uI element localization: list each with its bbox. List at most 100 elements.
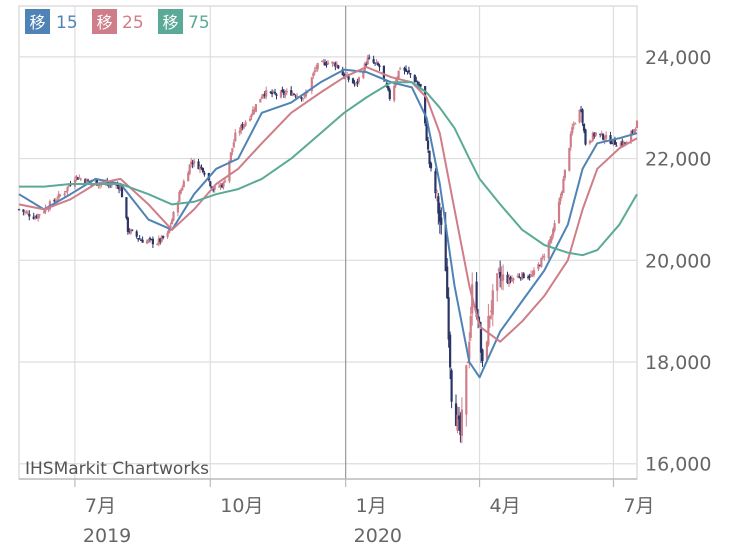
candle-body — [406, 70, 409, 72]
candle-body — [562, 178, 565, 193]
candle-body — [605, 135, 608, 139]
candle-body — [624, 142, 627, 144]
ma-line — [18, 68, 638, 379]
y-tick-label: 18,000 — [645, 352, 711, 374]
candle-body — [434, 171, 437, 194]
candle-body — [187, 172, 190, 182]
candle-body — [602, 133, 605, 140]
candle-body — [543, 256, 546, 258]
candle-body — [625, 141, 628, 144]
candle-body — [435, 191, 438, 193]
y-tick-label: 20,000 — [645, 250, 711, 272]
candle-body — [312, 73, 315, 77]
candle-body — [507, 277, 511, 285]
candle-body — [190, 161, 193, 164]
x-tick-year-label: 2020 — [354, 525, 402, 547]
gridlines — [19, 6, 637, 479]
moving-average-lines — [18, 66, 638, 379]
candle-body — [169, 225, 172, 228]
candle-body — [571, 127, 574, 134]
candle-body — [135, 231, 138, 237]
candle-body — [213, 185, 216, 190]
candle-body — [137, 238, 140, 240]
candle-body — [150, 239, 153, 241]
candle-body — [250, 114, 253, 118]
candle-body — [603, 139, 606, 141]
candle-body — [488, 315, 491, 320]
candle-body — [106, 181, 109, 185]
candle-body — [475, 281, 478, 317]
candle-body — [315, 67, 318, 70]
candle-body — [334, 63, 337, 67]
candle-body — [538, 265, 541, 267]
candle-body — [491, 290, 494, 315]
candle-body — [140, 240, 143, 242]
candle-body — [47, 208, 50, 210]
candle-body — [621, 141, 624, 146]
candle-body — [263, 93, 266, 96]
candle-body — [28, 213, 31, 217]
candle-body — [151, 238, 154, 245]
candle-body — [612, 138, 615, 143]
candle-body — [572, 124, 575, 126]
candle-body — [97, 185, 100, 187]
y-tick-label: 24,000 — [645, 47, 711, 69]
candle-body — [373, 62, 377, 64]
candle-body — [131, 229, 134, 231]
candle-body — [584, 129, 587, 145]
candle-body — [75, 175, 78, 179]
candle-body — [372, 59, 375, 63]
candle-body — [630, 132, 633, 142]
ma-line — [18, 66, 638, 343]
candle-body — [22, 209, 25, 212]
candle-body — [181, 187, 184, 191]
candle-body — [229, 152, 232, 162]
candle-body — [341, 69, 344, 76]
candle-body — [159, 238, 162, 242]
candle-body — [316, 63, 319, 70]
candle-body — [335, 64, 338, 67]
candle-body — [529, 274, 533, 277]
candle-body — [547, 242, 550, 259]
candle-body — [128, 230, 131, 233]
y-axis-ticks: 24,000 22,000 20,000 18,000 16,000 — [645, 47, 711, 476]
candle-body — [273, 92, 277, 94]
candle-body — [613, 139, 617, 145]
candle-body — [162, 235, 165, 238]
candle-body — [222, 182, 225, 187]
candle-body — [325, 64, 328, 66]
candle-body — [429, 163, 433, 169]
candle-body — [403, 67, 406, 71]
candle-body — [254, 104, 257, 112]
candle-body — [170, 219, 174, 225]
candle-body — [160, 236, 163, 242]
candle-body — [522, 273, 525, 279]
candle-body — [110, 185, 113, 187]
candle-body — [290, 90, 293, 96]
candle-body — [129, 229, 132, 234]
candle-body — [275, 94, 278, 96]
candle-body — [228, 160, 231, 182]
candle-body — [212, 187, 215, 191]
candle-body — [479, 329, 483, 353]
candle-body — [519, 277, 522, 279]
candle-body — [496, 273, 499, 291]
candle-body — [148, 238, 152, 240]
candle-body — [300, 96, 303, 100]
candle-body — [272, 91, 275, 93]
candle-body — [450, 370, 453, 402]
legend-label-ma25: 25 — [122, 13, 144, 33]
candle-body — [619, 142, 622, 148]
candle-body — [53, 200, 56, 202]
candle-body — [32, 216, 35, 219]
candle-body — [404, 68, 408, 72]
plot-area — [18, 5, 638, 480]
candle-body — [296, 95, 299, 98]
candle-body — [466, 362, 469, 364]
candle-body — [600, 132, 603, 136]
candle-body — [293, 94, 296, 96]
candle-body — [531, 274, 534, 276]
candle-body — [157, 238, 160, 244]
candle-body — [259, 98, 262, 103]
candle-body — [444, 224, 447, 272]
